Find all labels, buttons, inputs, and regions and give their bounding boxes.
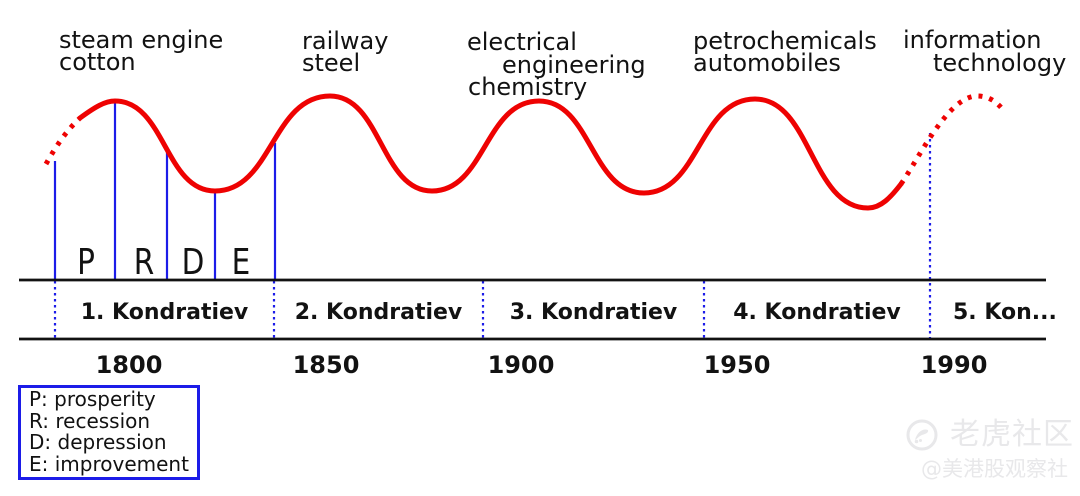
- cycle-label-4: 4. Kondratiev: [733, 300, 901, 325]
- label-railway: railway: [302, 27, 389, 55]
- phase-letter-improvement: E: [231, 242, 251, 283]
- label-information: information: [903, 26, 1042, 54]
- legend-item-depression: D: depression: [29, 430, 167, 454]
- cycle-label-1: 1. Kondratiev: [80, 300, 249, 325]
- cycle-label-2: 2. Kondratiev: [294, 300, 463, 325]
- cycle-label-3: 3. Kondratiev: [509, 300, 678, 325]
- label-steel: steel: [302, 49, 361, 77]
- phase-letter-recession: R: [133, 242, 155, 283]
- label-cotton: cotton: [59, 48, 136, 76]
- label-steam-engine: steam engine: [59, 26, 224, 54]
- legend-item-improvement: E: improvement: [29, 451, 189, 476]
- label-engineering: engineering: [502, 51, 646, 79]
- cycle-separator-lines: [53, 133, 932, 338]
- label-electrical: electrical: [467, 28, 577, 56]
- timeline-axis-lines: [19, 278, 1046, 341]
- phase-letter-prosperity: P: [77, 242, 95, 283]
- year-tick-1950: 1950: [703, 351, 771, 379]
- watermark-brand: 老虎社区: [950, 417, 1074, 452]
- year-tick-1900: 1900: [487, 351, 555, 379]
- tiger-paw-icon: [906, 419, 938, 451]
- wave-dotted-end: [898, 93, 1006, 186]
- year-tick-1990: 1990: [920, 351, 988, 379]
- year-tick-1800: 1800: [95, 351, 163, 379]
- phase-boundary-lines: [53, 103, 277, 279]
- watermark-handle: @美港股观察社: [921, 457, 1068, 481]
- wave-solid-curve: [77, 93, 904, 211]
- label-chemistry: chemistry: [468, 73, 588, 101]
- legend-item-prosperity: P: prosperity: [29, 387, 156, 411]
- label-petrochemicals: petrochemicals: [693, 27, 877, 55]
- legend-item-recession: R: recession: [29, 408, 151, 433]
- label-automobiles: automobiles: [693, 49, 841, 77]
- year-tick-1850: 1850: [292, 351, 360, 379]
- wave-dotted-start: [43, 116, 82, 166]
- cycle-label-5: 5. Kon...: [953, 300, 1057, 325]
- phase-letter-depression: D: [181, 242, 205, 283]
- phase-legend-box: P: prosperity R: recession D: depression…: [18, 385, 200, 480]
- label-technology: technology: [933, 49, 1067, 77]
